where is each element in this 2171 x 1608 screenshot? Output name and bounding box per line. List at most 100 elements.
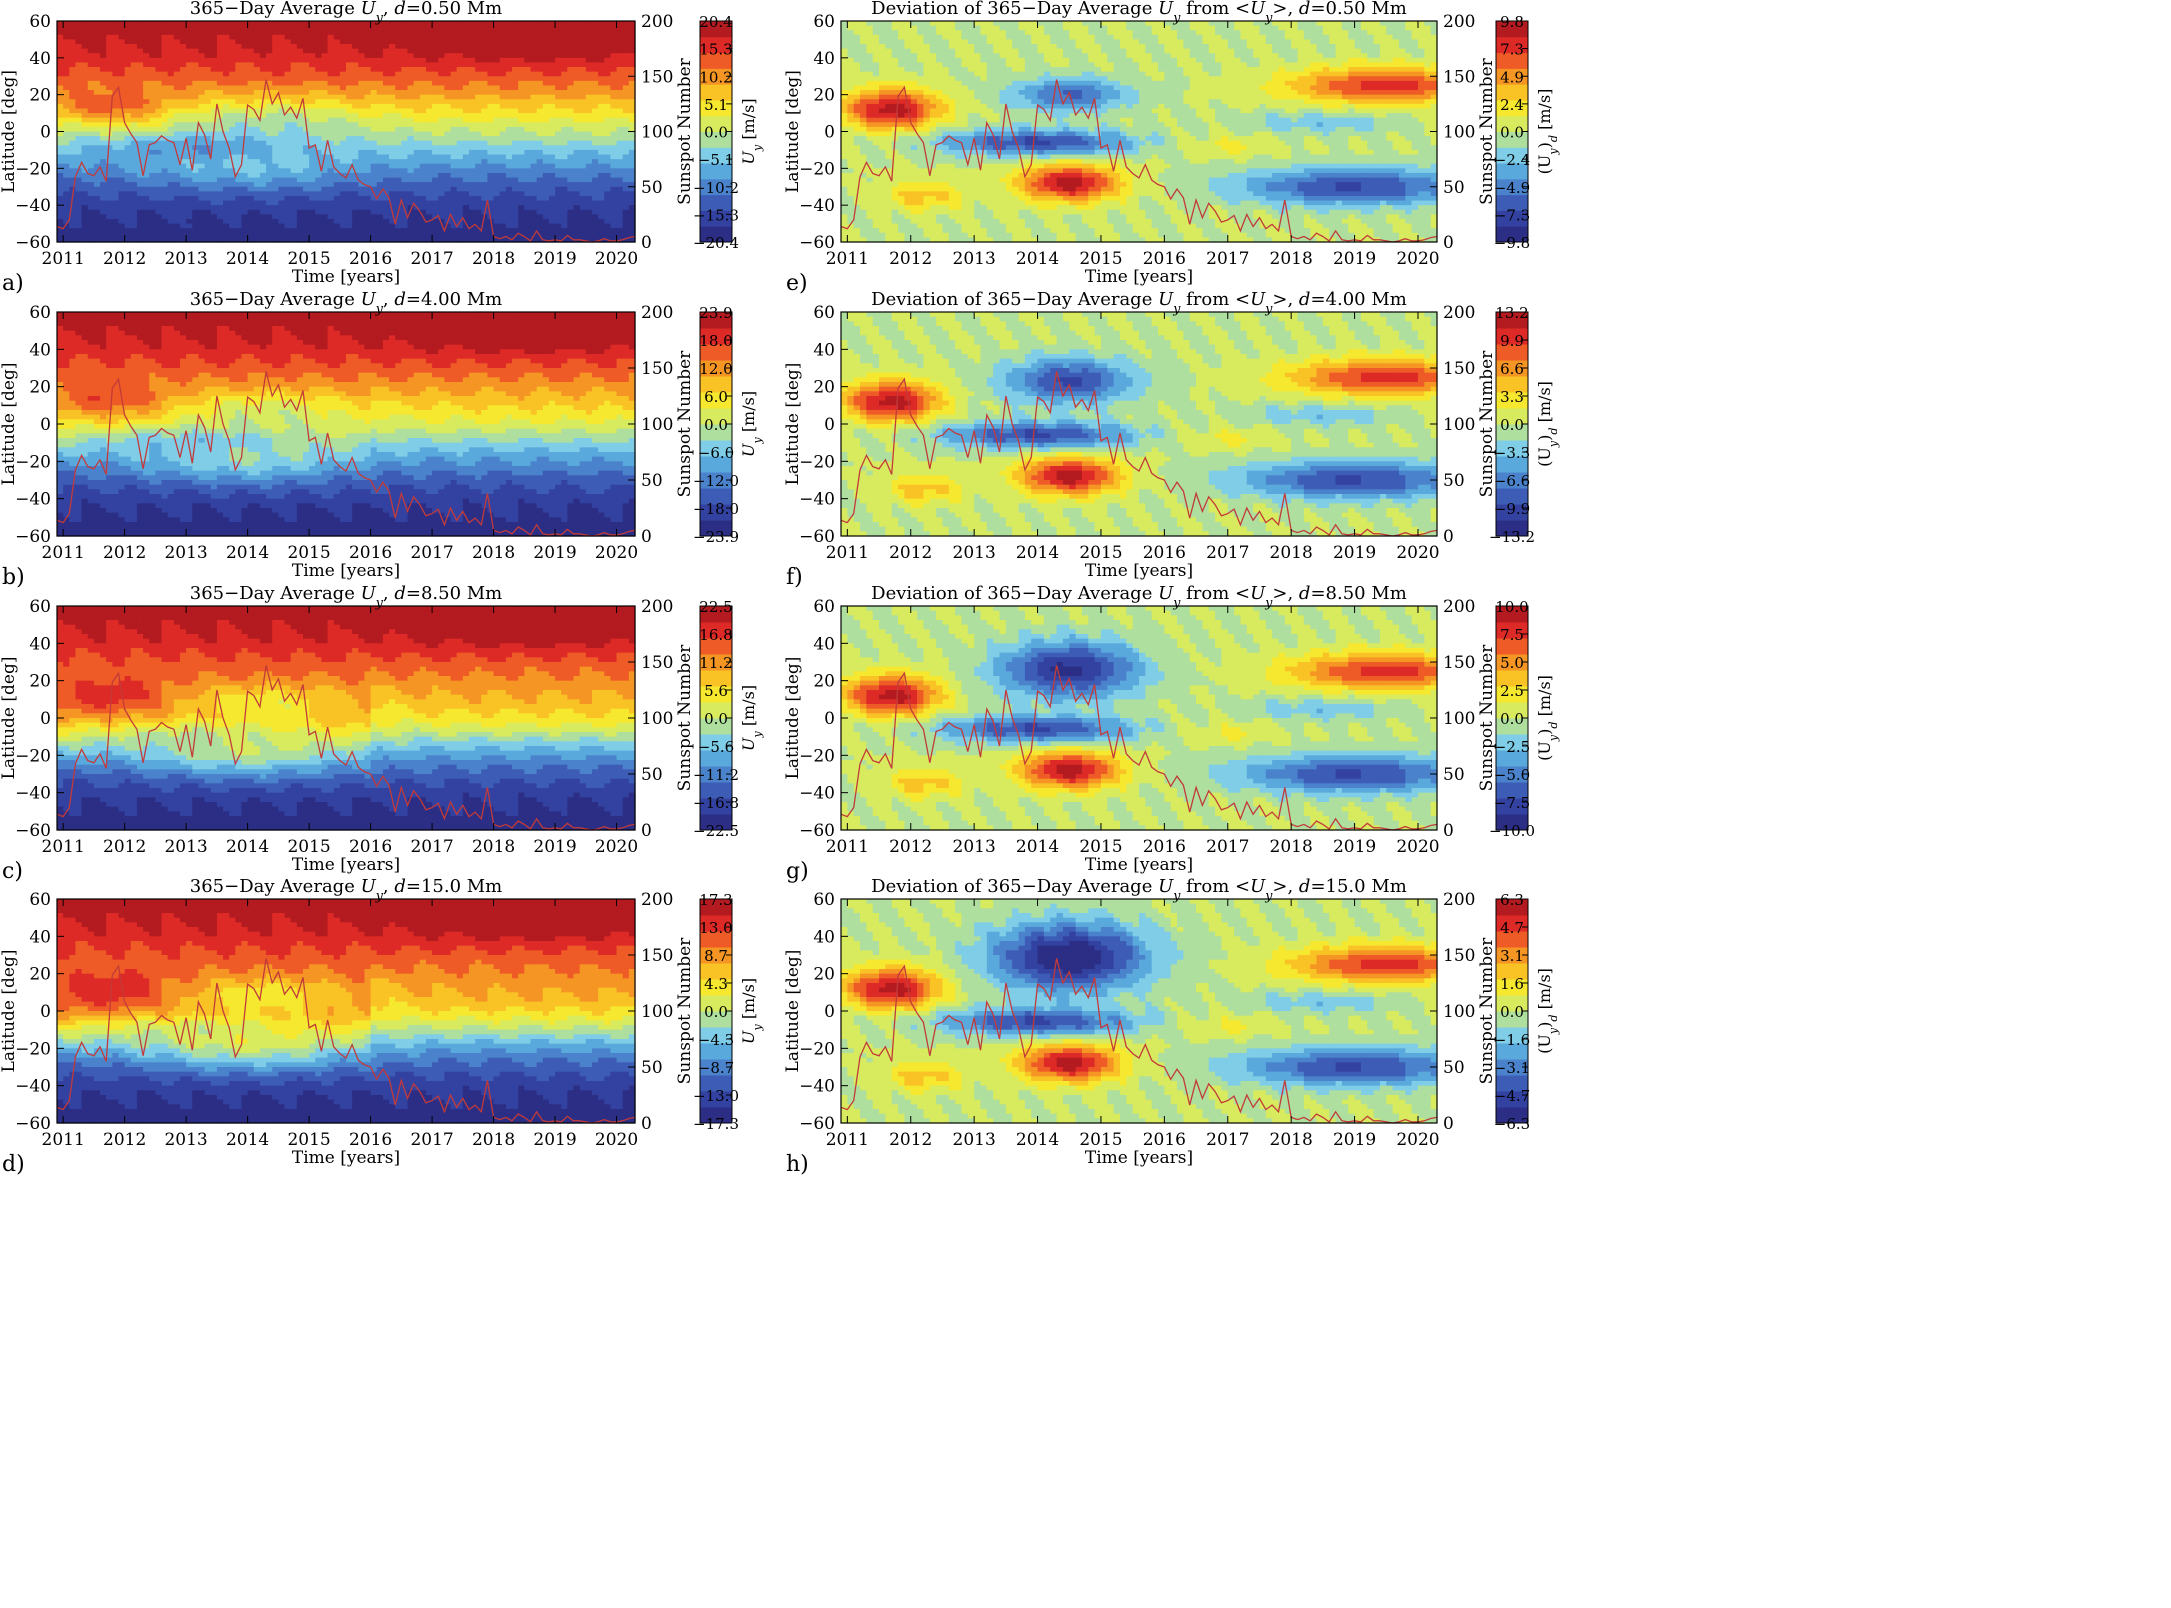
heatmap-cell: [537, 44, 544, 49]
heatmap-cell: [88, 108, 95, 113]
heatmap-cell: [291, 26, 298, 31]
heatmap-cell: [162, 159, 169, 164]
heatmap-cell: [506, 99, 513, 104]
heatmap-cell: [168, 155, 175, 160]
heatmap-cell: [389, 108, 396, 113]
heatmap-cell: [407, 155, 414, 160]
heatmap-cell: [537, 53, 544, 58]
heatmap-cell: [610, 113, 617, 118]
heatmap-cell: [346, 118, 353, 123]
heatmap-cell: [303, 159, 310, 164]
heatmap-cell: [328, 99, 335, 104]
heatmap-cell: [285, 76, 292, 81]
heatmap-cell: [131, 113, 138, 118]
heatmap-cell: [260, 67, 267, 72]
heatmap-cell: [309, 164, 316, 169]
heatmap-cell: [278, 44, 285, 49]
heatmap-cell: [364, 76, 371, 81]
heatmap-cell: [131, 35, 138, 40]
heatmap-cell: [494, 136, 501, 141]
heatmap-cell: [457, 150, 464, 155]
heatmap-cell: [186, 132, 193, 137]
heatmap-cell: [118, 35, 125, 40]
heatmap-cell: [143, 95, 150, 100]
heatmap-cell: [469, 35, 476, 40]
heatmap-cell: [567, 113, 574, 118]
heatmap-cell: [549, 81, 556, 86]
heatmap-cell: [574, 44, 581, 49]
heatmap-cell: [475, 150, 482, 155]
heatmap-cell: [266, 155, 273, 160]
heatmap-cell: [297, 53, 304, 58]
heatmap-cell: [377, 49, 384, 54]
heatmap-cell: [414, 141, 421, 146]
heatmap-cell: [586, 67, 593, 72]
heatmap-cell: [580, 30, 587, 35]
heatmap-cell: [377, 159, 384, 164]
heatmap-cell: [389, 90, 396, 95]
heatmap-cell: [457, 58, 464, 63]
heatmap-cell: [192, 67, 199, 72]
heatmap-cell: [598, 150, 605, 155]
heatmap-cell: [371, 99, 378, 104]
heatmap-cell: [63, 155, 70, 160]
heatmap-cell: [266, 62, 273, 67]
heatmap-cell: [518, 132, 525, 137]
heatmap-cell: [444, 132, 451, 137]
heatmap-cell: [420, 21, 427, 26]
heatmap-cell: [432, 108, 439, 113]
heatmap-cell: [389, 99, 396, 104]
heatmap-cell: [291, 155, 298, 160]
heatmap-cell: [309, 49, 316, 54]
heatmap-cell: [549, 136, 556, 141]
heatmap-cell: [444, 39, 451, 44]
heatmap-cell: [438, 132, 445, 137]
heatmap-cell: [69, 58, 76, 63]
heatmap-cell: [315, 127, 322, 132]
heatmap-cell: [205, 39, 212, 44]
heatmap-cell: [604, 30, 611, 35]
heatmap-cell: [555, 95, 562, 100]
heatmap-cell: [604, 53, 611, 58]
heatmap-cell: [543, 72, 550, 77]
heatmap-cell: [285, 21, 292, 26]
heatmap-cell: [346, 30, 353, 35]
heatmap-cell: [315, 90, 322, 95]
heatmap-cell: [604, 141, 611, 146]
heatmap-cell: [617, 81, 624, 86]
heatmap-cell: [561, 72, 568, 77]
heatmap-cell: [487, 104, 494, 109]
heatmap-cell: [266, 35, 273, 40]
heatmap-cell: [518, 118, 525, 123]
heatmap-cell: [285, 136, 292, 141]
heatmap-cell: [112, 136, 119, 141]
heatmap-cell: [598, 81, 605, 86]
heatmap-cell: [241, 44, 248, 49]
heatmap-cell: [217, 67, 224, 72]
heatmap-cell: [57, 159, 64, 164]
heatmap-cell: [481, 21, 488, 26]
heatmap-cell: [272, 108, 279, 113]
heatmap-cell: [315, 95, 322, 100]
heatmap-cell: [303, 44, 310, 49]
heatmap-cell: [315, 104, 322, 109]
heatmap-cell: [407, 104, 414, 109]
heatmap-cell: [555, 72, 562, 77]
heatmap-cell: [180, 90, 187, 95]
heatmap-cell: [586, 53, 593, 58]
heatmap-cell: [426, 53, 433, 58]
heatmap-cell: [100, 49, 107, 54]
heatmap-cell: [309, 39, 316, 44]
heatmap-cell: [494, 49, 501, 54]
heatmap-cell: [125, 150, 132, 155]
heatmap-cell: [500, 136, 507, 141]
heatmap-cell: [340, 113, 347, 118]
heatmap-cell: [248, 62, 255, 67]
heatmap-cell: [174, 44, 181, 49]
heatmap-cell: [604, 118, 611, 123]
heatmap-cell: [346, 141, 353, 146]
heatmap-cell: [383, 127, 390, 132]
heatmap-cell: [248, 127, 255, 132]
heatmap-cell: [229, 85, 236, 90]
heatmap-cell: [537, 85, 544, 90]
